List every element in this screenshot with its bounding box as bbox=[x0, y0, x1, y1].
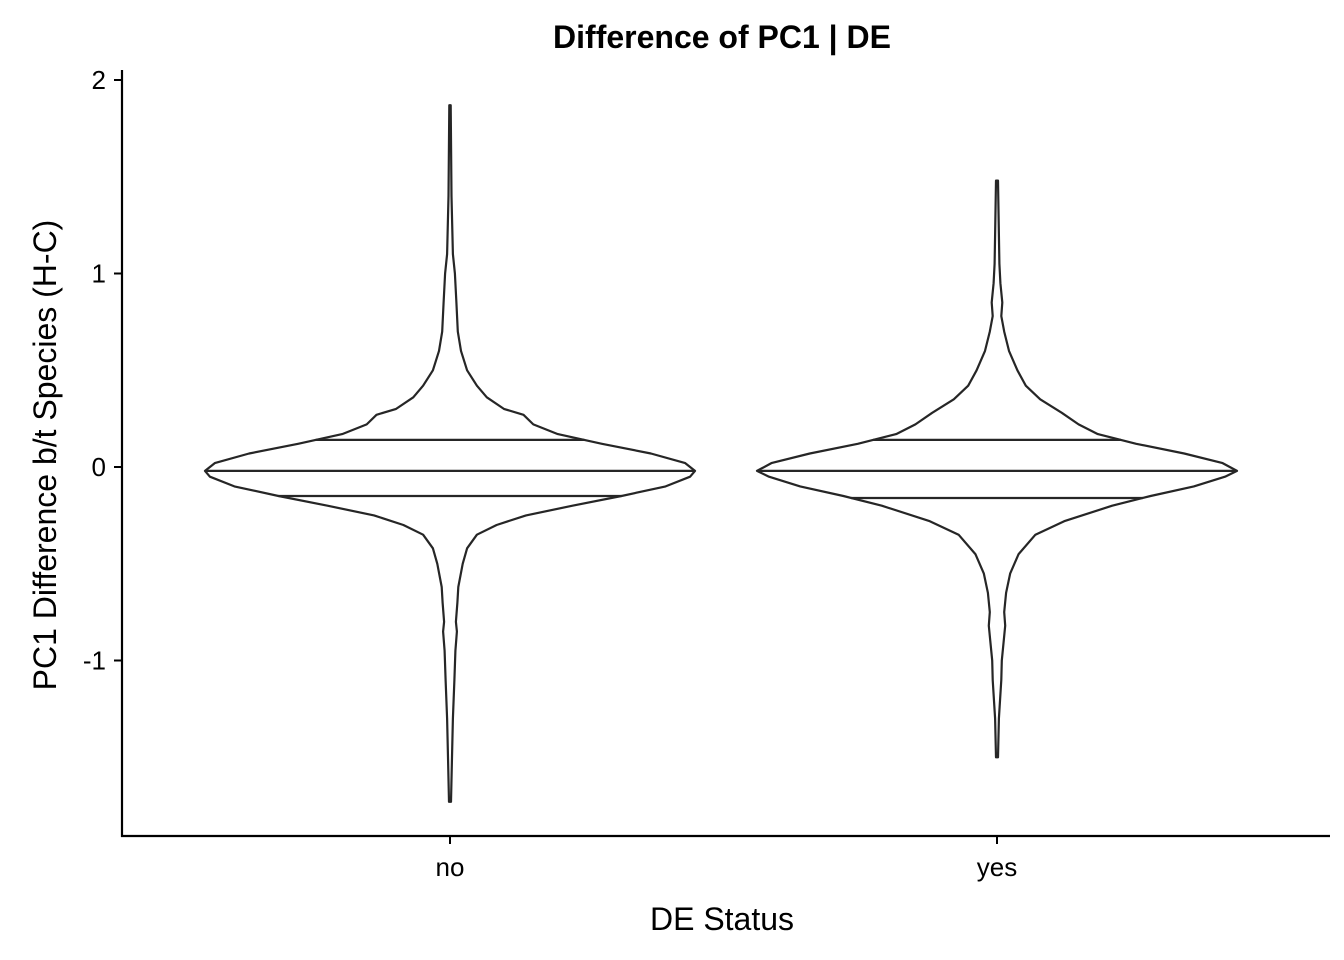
y-tick-label: 1 bbox=[92, 259, 106, 289]
y-tick-label: 0 bbox=[92, 452, 106, 482]
y-axis-title: PC1 Difference b/t Species (H-C) bbox=[27, 220, 63, 691]
x-axis-title: DE Status bbox=[650, 901, 794, 937]
y-tick-label: 2 bbox=[92, 65, 106, 95]
violin-no bbox=[203, 104, 697, 803]
plot-layer bbox=[203, 104, 1239, 803]
x-tick-label-yes: yes bbox=[977, 852, 1017, 882]
chart-title: Difference of PC1 | DE bbox=[553, 19, 891, 55]
axis-layer: 2 1 0 -1 no yes bbox=[83, 65, 1330, 882]
violin-yes bbox=[755, 179, 1239, 759]
x-tick-label-no: no bbox=[436, 852, 465, 882]
y-tick-label: -1 bbox=[83, 646, 106, 676]
